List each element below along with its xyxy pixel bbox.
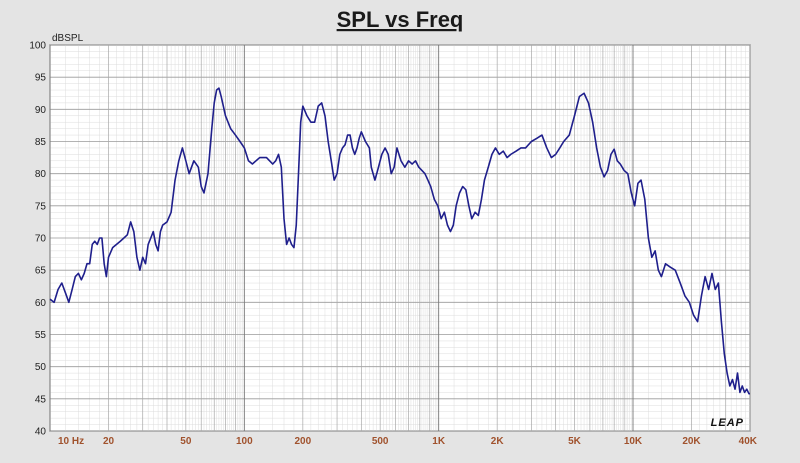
y-tick-label: 55 <box>35 330 47 341</box>
y-tick-label: 45 <box>35 394 47 405</box>
y-tick-label: 80 <box>35 169 47 180</box>
x-tick-label: 5K <box>568 436 582 447</box>
y-tick-label: 65 <box>35 266 47 277</box>
x-tick-label: 10 Hz <box>58 436 84 447</box>
x-tick-labels: 10 Hz 20 50 100 200 500 1K 2K 5K 10K 20K 40K <box>58 436 758 447</box>
y-axis-label: dBSPL <box>52 33 84 44</box>
x-tick-label: 1K <box>432 436 446 447</box>
y-tick-labels: 40 45 50 55 60 65 70 75 80 85 90 95 100 <box>29 41 46 438</box>
y-tick-label: 95 <box>35 73 47 84</box>
x-tick-label: 20 <box>103 436 115 447</box>
y-tick-label: 50 <box>35 362 47 373</box>
y-tick-label: 60 <box>35 298 47 309</box>
leap-logo: LEAP <box>711 417 744 429</box>
chart-title: SPL vs Freq <box>337 7 464 32</box>
x-tick-label: 20K <box>682 436 701 447</box>
y-tick-label: 90 <box>35 105 47 116</box>
major-gridlines <box>49 44 751 432</box>
y-tick-label: 40 <box>35 427 47 438</box>
x-tick-label: 40K <box>739 436 758 447</box>
x-tick-label: 10K <box>624 436 643 447</box>
y-tick-label: 70 <box>35 234 47 245</box>
x-tick-label: 2K <box>491 436 505 447</box>
y-tick-label: 85 <box>35 137 47 148</box>
x-tick-label: 200 <box>294 436 311 447</box>
x-tick-label: 50 <box>180 436 192 447</box>
spl-series-line <box>49 87 750 395</box>
y-tick-label: 75 <box>35 201 47 212</box>
x-tick-label: 500 <box>372 436 389 447</box>
x-tick-label: 100 <box>236 436 253 447</box>
y-tick-label: 100 <box>29 41 46 52</box>
